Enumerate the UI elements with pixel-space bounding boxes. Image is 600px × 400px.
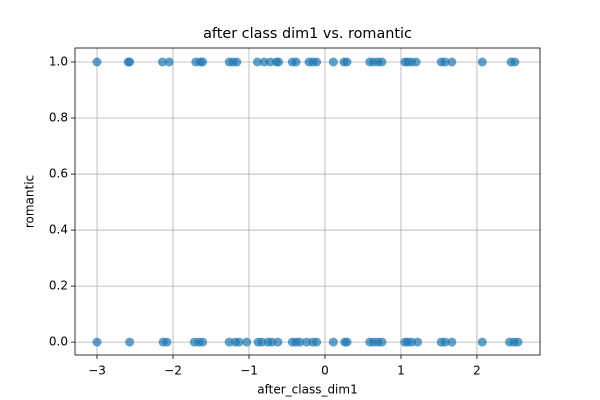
point bbox=[440, 57, 450, 67]
point bbox=[342, 337, 352, 347]
y-axis-label: romantic bbox=[23, 175, 37, 228]
point bbox=[411, 57, 421, 67]
y-tick-label: 0.4 bbox=[49, 223, 68, 237]
point bbox=[198, 57, 208, 67]
point bbox=[125, 337, 135, 347]
point bbox=[447, 337, 457, 347]
point bbox=[328, 337, 338, 347]
point bbox=[273, 337, 283, 347]
point bbox=[162, 337, 172, 347]
y-tick-label: 0.6 bbox=[49, 167, 68, 181]
point bbox=[291, 57, 301, 67]
x-tick-label: 0 bbox=[321, 364, 329, 378]
y-tick-label: 0.8 bbox=[49, 111, 68, 125]
point bbox=[312, 337, 322, 347]
point bbox=[312, 57, 322, 67]
point bbox=[513, 337, 523, 347]
point bbox=[242, 337, 252, 347]
point bbox=[274, 57, 284, 67]
axes-frame bbox=[74, 47, 541, 356]
point bbox=[510, 57, 520, 67]
point bbox=[125, 57, 135, 67]
x-tick-label: −1 bbox=[240, 364, 258, 378]
point bbox=[92, 57, 102, 67]
point bbox=[164, 57, 174, 67]
point bbox=[234, 337, 244, 347]
point bbox=[377, 337, 387, 347]
point bbox=[295, 337, 305, 347]
x-tick-label: 2 bbox=[473, 364, 481, 378]
point bbox=[477, 57, 487, 67]
point bbox=[477, 337, 487, 347]
x-tick-label: 1 bbox=[397, 364, 405, 378]
point bbox=[232, 57, 242, 67]
y-tick-label: 0.2 bbox=[49, 279, 68, 293]
point bbox=[252, 57, 262, 67]
chart-title: after class dim1 vs. romantic bbox=[203, 26, 412, 42]
y-tick-label: 1.0 bbox=[49, 55, 68, 69]
x-tick-label: −2 bbox=[164, 364, 182, 378]
point bbox=[92, 337, 102, 347]
point bbox=[413, 337, 423, 347]
point bbox=[377, 57, 387, 67]
point bbox=[342, 57, 352, 67]
point bbox=[328, 57, 338, 67]
x-axis-label: after_class_dim1 bbox=[257, 383, 357, 397]
y-tick-label: 0.0 bbox=[49, 335, 68, 349]
point bbox=[157, 57, 167, 67]
point bbox=[440, 337, 450, 347]
point bbox=[447, 57, 457, 67]
x-tick-label: −3 bbox=[88, 364, 106, 378]
point bbox=[198, 337, 208, 347]
